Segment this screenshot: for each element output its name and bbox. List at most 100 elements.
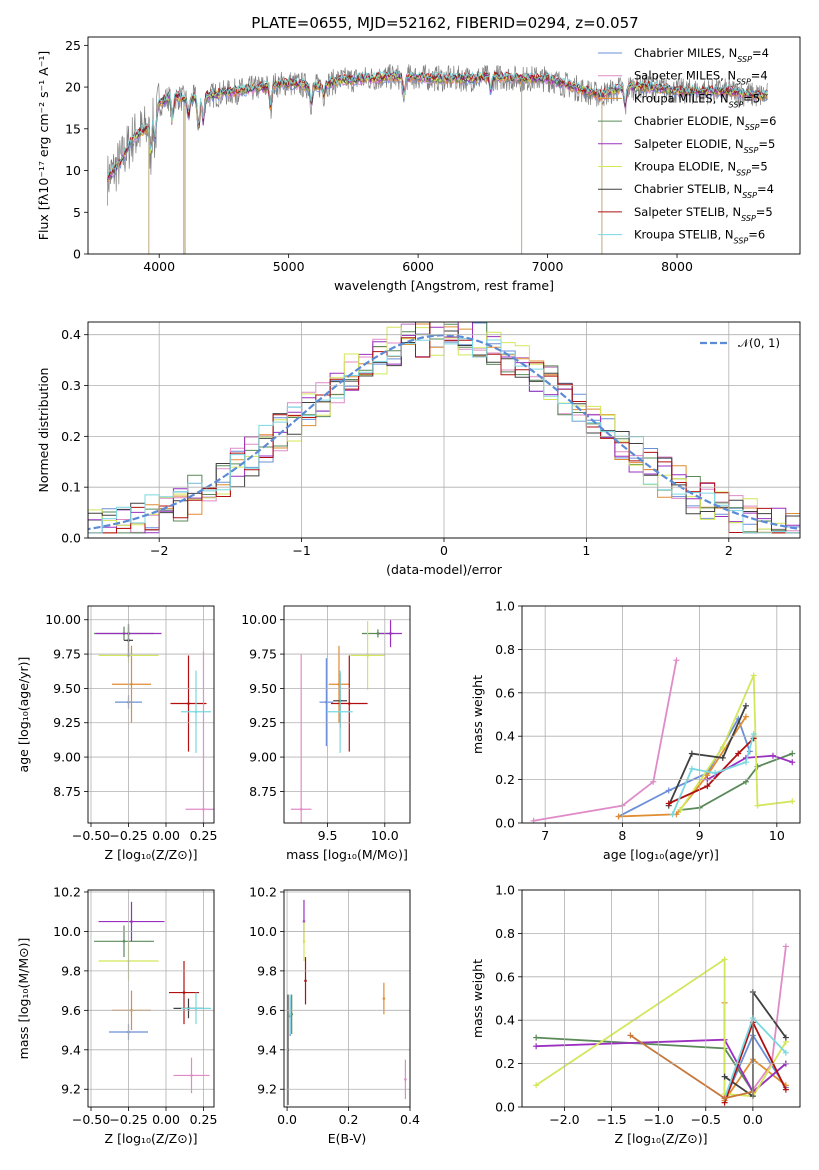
model-line <box>106 70 769 177</box>
legend-label: Salpeter ELODIE, NSSP=5 <box>634 137 775 155</box>
x-axis-label: mass [log₁₀(M/M⊙)] <box>286 847 408 862</box>
data-point <box>190 1074 193 1077</box>
axes-mass_weight_vs_Z: −2.0 −1.5 −1.0 −0.5 0.0 0.0 0.2 0.4 0.6 0.8 1.0 Z [… <box>470 883 801 1146</box>
y-tick-label: 9.50 <box>249 681 277 696</box>
axes-frame <box>283 605 411 824</box>
x-tick-label: 0.25 <box>190 1112 218 1127</box>
x-tick-label: 0.25 <box>190 828 218 843</box>
axes-mass_weight_vs_age: 7 8 9 10 0.0 0.2 0.4 0.6 0.8 1.0 age [log₁₀(age/yr… <box>470 599 801 862</box>
axes-frame <box>521 889 801 1108</box>
data-point <box>302 939 306 943</box>
y-tick-label: 9.4 <box>257 1042 277 1057</box>
y-tick-label: 0.6 <box>495 969 515 984</box>
legend-label: Chabrier STELIB, NSSP=4 <box>634 182 774 200</box>
legend-label-sub: SSP <box>741 213 756 222</box>
plot-area-age_vs_Z <box>94 623 214 823</box>
legend-label: Chabrier MILES, NSSP=4 <box>634 46 769 64</box>
legend-label: Chabrier ELODIE, NSSP=6 <box>634 114 776 132</box>
x-axis-label: (data-model)/error <box>386 562 503 577</box>
x-tick-label: −1 <box>292 543 310 558</box>
data-point <box>194 710 198 714</box>
legend-label-text: Kroupa ELODIE, N <box>634 160 736 174</box>
x-tick-label: 0.00 <box>152 1112 180 1127</box>
x-tick-label: −0.50 <box>72 828 110 843</box>
y-tick-label: 9.6 <box>257 1003 277 1018</box>
x-tick-label: 0.0 <box>743 1112 763 1127</box>
data-point <box>325 700 328 704</box>
x-tick-label: 0.00 <box>152 828 180 843</box>
x-tick-label: −0.50 <box>72 1112 110 1127</box>
legend-label: Salpeter MILES, NSSP=4 <box>634 69 768 87</box>
legend-label-text: Kroupa STELIB, N <box>634 228 734 242</box>
data-point <box>389 632 392 635</box>
axes-mass_vs_ebv: 0.0 0.2 0.4 9.2 9.4 9.6 9.8 10.0 10.2 E(B-V) <box>249 884 420 1146</box>
data-point <box>347 702 351 705</box>
data-point <box>376 632 380 635</box>
legend-label-tail: =5 <box>758 137 775 151</box>
x-tick-label: 7 <box>541 828 549 843</box>
legend-label: 𝒩(0, 1) <box>738 336 780 350</box>
legend-label: Kroupa STELIB, NSSP=6 <box>634 228 765 246</box>
y-tick-label: 10.00 <box>45 612 81 627</box>
legend-label-text: Salpeter MILES, N <box>634 69 736 83</box>
y-tick-label: 9.25 <box>249 715 277 730</box>
y-tick-label: 9.00 <box>53 750 81 765</box>
legend-label: Salpeter STELIB, NSSP=5 <box>634 205 773 223</box>
x-tick-label: −2 <box>150 543 168 558</box>
data-point <box>130 682 133 686</box>
x-axis-label: Z [log₁₀(Z/Z⊙)] <box>105 847 198 862</box>
data-point <box>130 920 133 923</box>
plot-area-mass_weight_vs_age <box>530 657 796 823</box>
mass-weight-line <box>618 716 747 818</box>
legend-label-sub: SSP <box>736 77 751 86</box>
y-tick-label: 9.50 <box>53 681 81 696</box>
y-tick-label: 9.2 <box>61 1082 81 1097</box>
y-tick-label: 10.0 <box>249 924 277 939</box>
axes-frame <box>521 605 801 824</box>
y-tick-label: 0.0 <box>495 816 515 831</box>
x-axis-label: age [log₁₀(age/yr)] <box>603 847 719 862</box>
x-tick-label: 10.0 <box>371 828 399 843</box>
legend-label-tail: =4 <box>757 182 774 196</box>
axes-frame <box>283 889 411 1108</box>
x-tick-label: 2 <box>725 543 733 558</box>
x-tick-label: 0.0 <box>277 1112 297 1127</box>
data-point <box>304 979 307 983</box>
legend-label-tail: =6 <box>748 228 765 242</box>
figure-title: PLATE=0655, MJD=52162, FIBERID=0294, z=0… <box>251 14 638 32</box>
y-tick-label: 9.75 <box>53 647 81 662</box>
data-point <box>299 807 303 811</box>
data-point <box>122 939 126 943</box>
y-tick-label: 0.8 <box>495 926 515 941</box>
mass-weight-line <box>533 660 678 822</box>
data-point <box>288 1012 292 1016</box>
y-tick-label: 8.75 <box>249 784 277 799</box>
data-point <box>338 710 342 714</box>
y-tick-label: 0.0 <box>495 1100 515 1115</box>
y-tick-label: 0.2 <box>61 429 81 444</box>
y-tick-label: 5 <box>73 205 81 220</box>
y-axis-label: mass [log₁₀(M/M⊙)] <box>16 938 31 1060</box>
legend-label-tail: =4 <box>751 69 768 83</box>
y-axis-label: Normed distribution <box>36 368 51 493</box>
mass-weight-line <box>536 1038 787 1094</box>
data-point <box>382 997 386 1000</box>
y-tick-label: 0.4 <box>495 729 515 744</box>
legend-label: Kroupa ELODIE, NSSP=5 <box>634 160 768 178</box>
mass-weight-line <box>680 752 793 811</box>
y-tick-label: 0.4 <box>495 1013 515 1028</box>
axes-frame <box>87 605 215 824</box>
y-axis-label: mass weight <box>470 675 485 754</box>
x-tick-label: −1.5 <box>596 1112 626 1127</box>
x-tick-label: 7000 <box>532 259 564 274</box>
legend-label-sub: SSP <box>742 191 757 200</box>
x-tick-label: −0.5 <box>691 1112 721 1127</box>
x-tick-label: −0.25 <box>109 828 147 843</box>
x-axis-label: E(B-V) <box>328 1131 367 1146</box>
y-tick-label: 8.75 <box>53 784 81 799</box>
y-tick-label: 0.1 <box>61 480 81 495</box>
y-tick-label: 1.0 <box>495 599 515 614</box>
legend-label-text: Salpeter STELIB, N <box>634 205 741 219</box>
y-tick-label: 0.0 <box>61 531 81 546</box>
